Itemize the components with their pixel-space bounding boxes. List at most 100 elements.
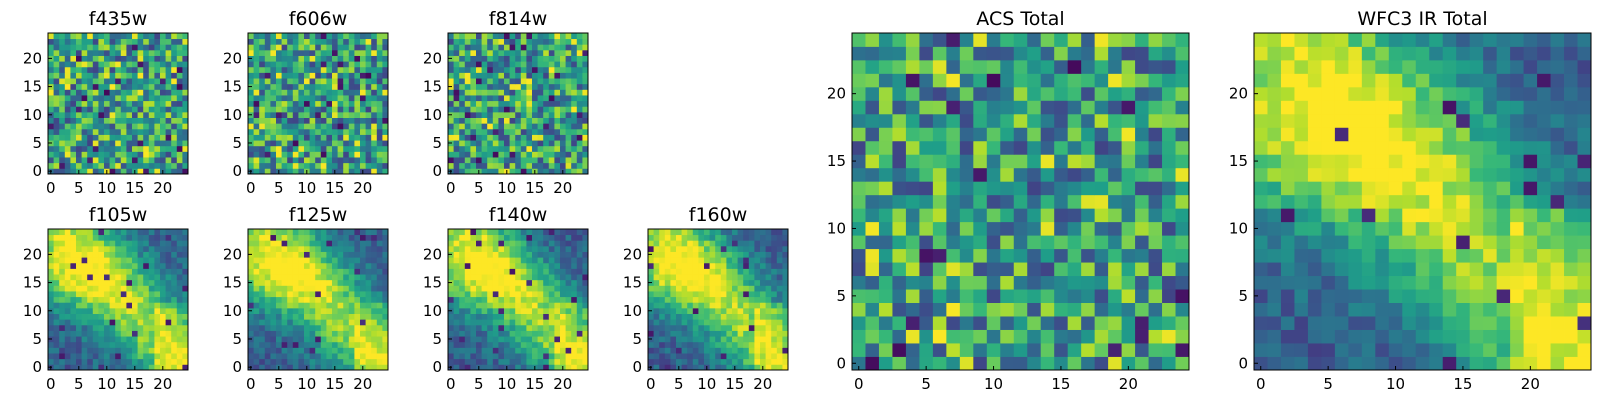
heatmap-cell (509, 364, 516, 371)
heatmap-cell (852, 194, 866, 209)
heatmap-cell (582, 234, 589, 241)
heatmap-cell (754, 285, 761, 292)
heatmap-cell (259, 336, 266, 343)
heatmap-cell (382, 341, 389, 348)
heatmap-cell (532, 268, 538, 275)
heatmap-cell (53, 296, 60, 303)
heatmap-cell (760, 245, 766, 252)
heatmap-cell (754, 324, 761, 331)
heatmap-cell (537, 55, 544, 62)
heatmap-cell (48, 347, 54, 354)
heatmap-cell (548, 302, 555, 309)
heatmap-cell (337, 38, 344, 45)
heatmap-cell (320, 285, 327, 292)
heatmap-cell (337, 291, 344, 298)
heatmap-cell (715, 319, 722, 326)
heatmap-cell (315, 358, 322, 365)
heatmap-cell (670, 251, 677, 258)
heatmap-cell (576, 291, 583, 298)
heatmap-cell (354, 49, 361, 56)
y-tick-label: 5 (432, 330, 442, 348)
heatmap-cell (171, 353, 178, 360)
heatmap-cell (264, 302, 271, 309)
heatmap-cell (137, 157, 144, 164)
heatmap-cell (81, 240, 88, 247)
heatmap-cell (182, 251, 189, 258)
heatmap-cell (371, 245, 378, 252)
y-tick-label: 0 (232, 162, 242, 180)
heatmap-cell (1081, 289, 1096, 303)
heatmap-cell (648, 353, 654, 360)
heatmap-cell (715, 229, 722, 236)
heatmap-cell (565, 33, 572, 40)
heatmap-cell (715, 353, 722, 360)
heatmap-cell (520, 55, 527, 62)
heatmap-cell (776, 291, 783, 298)
heatmap-cell (270, 55, 277, 62)
heatmap-cell (143, 330, 150, 337)
heatmap-cell (476, 347, 482, 354)
heatmap-cell (315, 168, 322, 175)
heatmap-cell (137, 240, 144, 247)
heatmap-cell (526, 234, 533, 241)
heatmap-cell (309, 49, 316, 56)
heatmap-cell (1081, 194, 1096, 209)
heatmap-cell (676, 240, 682, 247)
heatmap-cell (98, 157, 105, 164)
heatmap-cell (132, 330, 138, 337)
heatmap-cell (492, 307, 499, 314)
heatmap-cell (64, 55, 71, 62)
heatmap-cell (281, 83, 288, 90)
heatmap-cell (782, 262, 789, 269)
heatmap-cell (476, 145, 482, 152)
heatmap-cell (309, 111, 316, 118)
heatmap-cell (343, 364, 350, 371)
heatmap-cell (253, 324, 260, 331)
heatmap-cell (515, 89, 522, 96)
heatmap-cell (53, 324, 60, 331)
heatmap-cell (264, 274, 271, 281)
heatmap-cell (304, 66, 310, 73)
heatmap-cell (143, 72, 150, 79)
heatmap-cell (376, 157, 383, 164)
heatmap-cell (276, 347, 282, 354)
heatmap-cell (182, 324, 189, 331)
heatmap-cell (582, 307, 589, 314)
heatmap-cell (309, 72, 316, 79)
heatmap-cell (104, 279, 110, 286)
heatmap-cell (81, 274, 88, 281)
heatmap-cell (905, 235, 920, 250)
heatmap-cell (664, 336, 671, 343)
heatmap-cell (109, 364, 116, 371)
heatmap-cell (548, 61, 555, 68)
heatmap-cell (532, 38, 538, 45)
heatmap-cell (309, 83, 316, 90)
heatmap-cell (120, 49, 127, 56)
heatmap-cell (565, 78, 572, 85)
heatmap-cell (98, 95, 105, 102)
heatmap-cell (176, 168, 183, 175)
heatmap-cell (253, 341, 260, 348)
heatmap-cell (453, 268, 460, 275)
heatmap-cell (571, 234, 578, 241)
heatmap-cell (148, 55, 155, 62)
heatmap-cell (459, 117, 466, 124)
heatmap-cell (360, 49, 366, 56)
heatmap-cell (292, 240, 299, 247)
heatmap-cell (348, 140, 355, 147)
heatmap-cell (259, 364, 266, 371)
heatmap-cell (326, 83, 333, 90)
heatmap-cell (504, 100, 510, 107)
heatmap-cell (76, 145, 82, 152)
heatmap-cell (276, 78, 282, 85)
heatmap-cell (453, 72, 460, 79)
heatmap-cell (1040, 194, 1055, 209)
heatmap-cell (878, 356, 893, 371)
heatmap-cell (1162, 221, 1176, 236)
heatmap-cell (92, 128, 99, 135)
heatmap-cell (360, 128, 366, 135)
heatmap-cell (104, 274, 110, 281)
heatmap-cell (1027, 262, 1042, 277)
heatmap-cell (92, 353, 99, 360)
heatmap-cell (1067, 289, 1082, 303)
